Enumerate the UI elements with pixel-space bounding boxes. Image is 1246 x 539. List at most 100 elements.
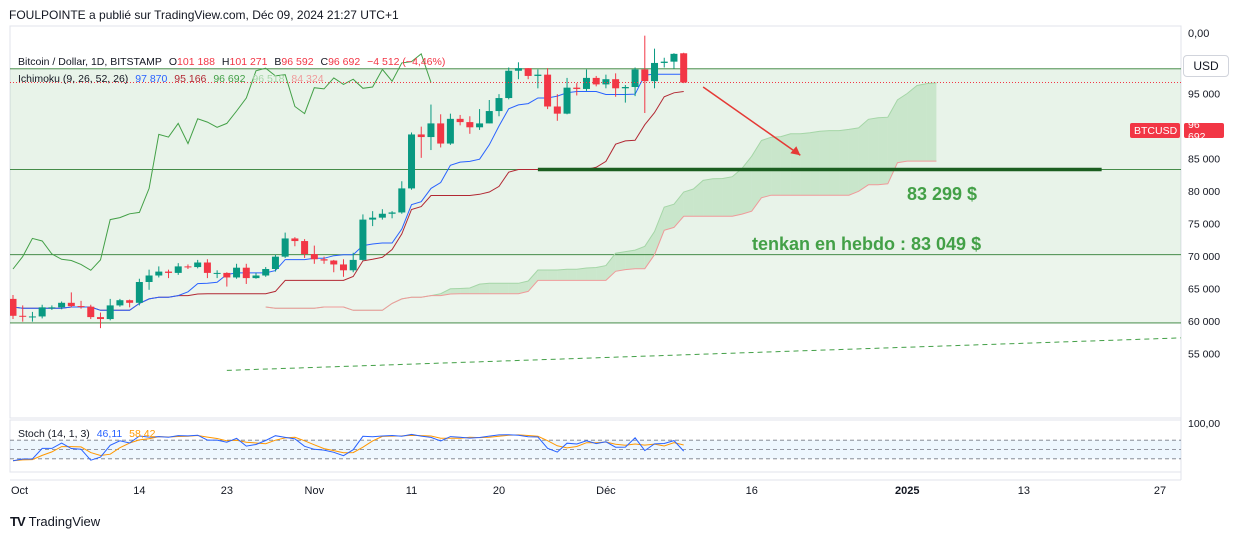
ichimoku-chikou-line	[12, 52, 432, 271]
candle-body	[77, 306, 85, 308]
annotation-tenkan-weekly[interactable]: tenkan en hebdo : 83 049 $	[752, 234, 982, 254]
candle	[262, 267, 270, 277]
y-tick-label: 80 000	[1188, 186, 1220, 198]
candle-body	[174, 266, 182, 273]
ichimoku-cloud-segment	[839, 129, 849, 196]
candle-body	[339, 264, 347, 271]
candle	[38, 304, 46, 319]
arrow-head-icon	[790, 146, 801, 156]
zone-lower	[10, 254, 1181, 323]
ichimoku-cloud-segment	[790, 133, 801, 196]
ichimoku-cloud-segment	[683, 189, 694, 217]
publication-header: FOULPOINTE a publié sur TradingView.com,…	[9, 8, 399, 22]
ichimoku-cloud-segment	[732, 168, 742, 217]
candle-body	[28, 316, 36, 318]
ichimoku-tenkan-value: 97 870	[135, 73, 168, 85]
y-tick-label: 75 000	[1188, 219, 1220, 231]
candle-body	[485, 111, 493, 124]
candle-body	[408, 134, 416, 189]
annotation-level[interactable]: 83 299 $	[907, 184, 978, 204]
candle-body	[10, 298, 17, 316]
candle-body	[262, 269, 270, 276]
candle	[553, 94, 561, 121]
candle-body	[184, 266, 192, 268]
candle	[476, 109, 484, 130]
ichimoku-cloud-segment	[693, 180, 704, 217]
ichimoku-cloud-segment	[926, 82, 937, 162]
candle	[28, 311, 36, 322]
ichimoku-cloud-segment	[547, 269, 558, 281]
candle	[106, 298, 114, 321]
ichimoku-cloud-segment	[528, 269, 538, 292]
arrow-line	[702, 86, 801, 156]
stoch-legend[interactable]: Stoch (14, 1, 3) 46,11 58,42	[18, 428, 159, 440]
ichimoku-cloud-segment	[829, 130, 840, 196]
ichimoku-cloud-segment	[596, 265, 606, 281]
ichimoku-cloud-segment	[635, 246, 645, 269]
candle-body	[398, 188, 406, 213]
ichimoku-cloud-segment	[868, 117, 879, 185]
candle-body	[660, 61, 668, 63]
candle-body	[388, 212, 396, 214]
candle	[174, 263, 182, 275]
candle-body	[495, 98, 503, 112]
candle-body	[534, 74, 542, 76]
ichimoku-cloud-segment	[567, 269, 577, 281]
ichimoku-cloud-segment	[469, 284, 480, 294]
ichimoku-cloud-segment	[460, 288, 470, 294]
candle	[612, 73, 620, 97]
candle-body	[437, 123, 445, 144]
stoch-d-value: 58,42	[129, 428, 156, 440]
ichimoku-cloud-segment	[576, 268, 587, 281]
ichimoku-spanA-value: 96 518	[252, 73, 285, 85]
candle-body	[223, 272, 231, 278]
candle-body	[417, 134, 425, 138]
candle	[233, 263, 241, 279]
candle	[184, 264, 192, 269]
currency-button[interactable]: USD	[1183, 55, 1229, 77]
symbol-legend[interactable]: Bitcoin / Dollar, 1D, BITSTAMP O101 188 …	[18, 56, 449, 68]
candle	[48, 305, 56, 310]
ichimoku-cloud-segment	[722, 176, 733, 217]
ichimoku-cloud-segment	[625, 250, 636, 270]
symbol-price-tag: BTCUSD	[1130, 123, 1180, 138]
candle	[320, 256, 328, 264]
candle-body	[378, 213, 386, 218]
candle	[456, 114, 464, 126]
candle-body	[126, 300, 134, 303]
candle	[359, 214, 367, 261]
candle	[349, 252, 357, 273]
candle	[388, 211, 396, 219]
ohlc-open: O101 188	[168, 56, 215, 68]
candle-body	[271, 256, 279, 269]
ohlc-low: B96 592	[274, 56, 314, 68]
ichimoku-legend[interactable]: Ichimoku (9, 26, 52, 26) 97 870 95 166 9…	[18, 73, 328, 85]
ichimoku-cloud-segment	[887, 99, 898, 184]
candle	[660, 57, 668, 68]
candle	[670, 53, 678, 69]
ichimoku-cloud-segment	[819, 130, 830, 196]
candle	[155, 266, 163, 278]
ichimoku-cloud-segment	[479, 283, 490, 294]
candle	[87, 304, 95, 320]
candle	[126, 299, 134, 308]
candle	[271, 254, 279, 272]
candle	[19, 305, 27, 322]
stoch-label: Stoch (14, 1, 3)	[18, 428, 90, 440]
candle-body	[602, 79, 610, 85]
candle	[281, 232, 289, 258]
candle-body	[233, 267, 241, 278]
tradingview-footer[interactable]: TV TradingView	[10, 514, 100, 529]
ichimoku-cloud-segment	[771, 136, 781, 196]
last-price-tag: 96 692	[1184, 119, 1224, 143]
x-tick-label: 16	[746, 485, 758, 497]
ichimoku-spanB-value: 84 324	[291, 73, 324, 85]
tradingview-brand: TradingView	[28, 514, 101, 529]
candle-body	[291, 238, 299, 242]
candle	[582, 69, 590, 91]
candle	[544, 68, 552, 110]
candle-body	[592, 77, 600, 85]
candle-body	[194, 262, 202, 268]
ichimoku-kijun-value: 95 166	[174, 73, 207, 85]
